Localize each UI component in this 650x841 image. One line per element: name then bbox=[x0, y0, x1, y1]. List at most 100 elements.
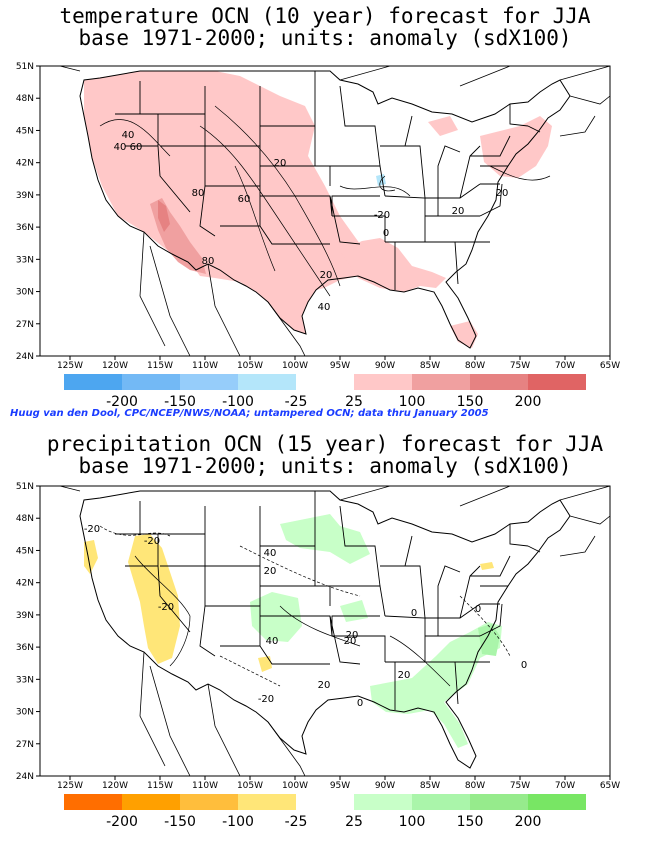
lon-tick-label: 95W bbox=[330, 361, 350, 371]
lat-tick-label: 36N bbox=[16, 223, 34, 233]
state-boundary bbox=[115, 533, 159, 567]
legend-swatch-negative bbox=[180, 374, 238, 390]
border-line bbox=[139, 651, 166, 767]
lat-tick-label: 33N bbox=[16, 255, 34, 265]
contour-label: 60 bbox=[238, 194, 251, 205]
legend-swatch-positive bbox=[354, 794, 412, 810]
state-boundary bbox=[199, 605, 216, 657]
border-line bbox=[207, 683, 241, 777]
contour-line bbox=[239, 545, 361, 597]
legend-label-negative: -200 bbox=[106, 814, 138, 830]
border-line bbox=[149, 245, 191, 357]
wet-anomaly-north-plains bbox=[280, 514, 370, 564]
border-line bbox=[139, 231, 166, 347]
us-coastline bbox=[79, 490, 571, 769]
contour-label: 40 bbox=[114, 142, 127, 153]
warm-anomaly-northeast bbox=[480, 116, 552, 178]
warm-anomaly-gulf bbox=[340, 238, 446, 292]
lon-tick-label: 90W bbox=[375, 361, 395, 371]
temperature-map-title-line1: temperature OCN (10 year) forecast for J… bbox=[59, 4, 591, 28]
lon-tick-label: 115W bbox=[147, 781, 173, 791]
border-line bbox=[339, 65, 391, 81]
state-boundary bbox=[220, 185, 261, 227]
state-boundary bbox=[425, 603, 481, 619]
contour-line bbox=[459, 595, 511, 657]
state-boundary bbox=[199, 185, 216, 237]
temperature-map: 51N 48N 45N 42N 39N 36N 33N 30N 27N 24N 125W 120W 11… bbox=[16, 62, 620, 410]
lon-tick-label: 110W bbox=[192, 781, 218, 791]
lon-tick-label: 75W bbox=[510, 361, 530, 371]
state-boundary bbox=[220, 605, 261, 647]
lon-tick-label: 100W bbox=[282, 781, 308, 791]
contour-line bbox=[489, 165, 551, 181]
state-boundary bbox=[259, 225, 330, 245]
state-boundary bbox=[470, 135, 511, 157]
state-boundary bbox=[331, 195, 380, 216]
precipitation-map-title-line2: base 1971-2000; units: anomaly (sdX100) bbox=[78, 454, 572, 478]
wet-anomaly-midwest bbox=[340, 600, 368, 622]
lat-tick-label: 42N bbox=[16, 159, 34, 169]
lat-tick-label: 51N bbox=[16, 62, 34, 72]
contour-label: -20 bbox=[158, 602, 174, 613]
legend-swatch-negative bbox=[122, 794, 180, 810]
warm-anomaly-west bbox=[84, 71, 360, 334]
contour-label: 40 bbox=[318, 302, 331, 313]
contour-label: -20 bbox=[374, 210, 390, 221]
contour-label: 80 bbox=[192, 188, 205, 199]
legend-label-positive: 100 bbox=[399, 814, 426, 830]
state-boundary bbox=[425, 183, 481, 199]
state-boundary bbox=[157, 565, 191, 633]
lon-tick-label: 115W bbox=[147, 361, 173, 371]
lon-tick-label: 85W bbox=[420, 361, 440, 371]
border-line bbox=[569, 95, 611, 105]
legend-swatch-positive bbox=[412, 374, 470, 390]
warm-anomaly-peak bbox=[158, 200, 170, 232]
state-boundary bbox=[259, 645, 330, 665]
legend-swatch-positive bbox=[412, 794, 470, 810]
lon-tick-label: 120W bbox=[102, 361, 128, 371]
legend-label-positive: 150 bbox=[457, 814, 484, 830]
state-boundary bbox=[479, 183, 503, 217]
legend-label-positive: 25 bbox=[345, 394, 363, 410]
lat-tick-label: 48N bbox=[16, 94, 34, 104]
wet-anomaly-central-plains bbox=[250, 592, 302, 642]
wet-anomaly-carolinas bbox=[478, 624, 500, 656]
state-boundary bbox=[384, 195, 426, 216]
lon-tick-label: 120W bbox=[102, 781, 128, 791]
state-boundary bbox=[339, 85, 381, 167]
state-boundary bbox=[385, 216, 426, 243]
lon-tick-label: 65W bbox=[600, 781, 620, 791]
border-line bbox=[559, 535, 596, 557]
contour-label: 20 bbox=[452, 206, 465, 217]
legend-swatch-negative bbox=[238, 374, 296, 390]
dry-anomaly-northeast bbox=[480, 562, 494, 570]
legend-label-negative: -200 bbox=[106, 394, 138, 410]
contour-line bbox=[379, 175, 396, 192]
dry-anomaly-west bbox=[128, 534, 180, 664]
lat-tick-label: 42N bbox=[16, 579, 34, 589]
dry-anomaly-spot bbox=[258, 656, 272, 672]
map-frame bbox=[39, 485, 611, 777]
lon-tick-label: 80W bbox=[465, 361, 485, 371]
lon-tick-label: 75W bbox=[510, 781, 530, 791]
legend-label-negative: -25 bbox=[285, 394, 308, 410]
state-boundary bbox=[527, 125, 541, 133]
legend-label-negative: -100 bbox=[222, 814, 254, 830]
contour-label: 20 bbox=[496, 188, 509, 199]
lat-tick-label: 36N bbox=[16, 643, 34, 653]
state-boundary bbox=[527, 545, 541, 553]
border-line bbox=[559, 485, 611, 501]
border-line bbox=[207, 263, 241, 357]
lat-tick-label: 30N bbox=[16, 288, 34, 298]
lon-tick-label: 105W bbox=[237, 781, 263, 791]
lat-tick-label: 24N bbox=[16, 352, 34, 362]
contour-label: 0 bbox=[411, 608, 417, 619]
lon-tick-label: 70W bbox=[555, 781, 575, 791]
contour-label: 20 bbox=[264, 566, 277, 577]
state-boundary bbox=[384, 615, 426, 636]
lat-tick-label: 24N bbox=[16, 772, 34, 782]
lat-tick-label: 48N bbox=[16, 514, 34, 524]
lat-tick-label: 39N bbox=[16, 611, 34, 621]
state-boundary bbox=[459, 145, 481, 199]
